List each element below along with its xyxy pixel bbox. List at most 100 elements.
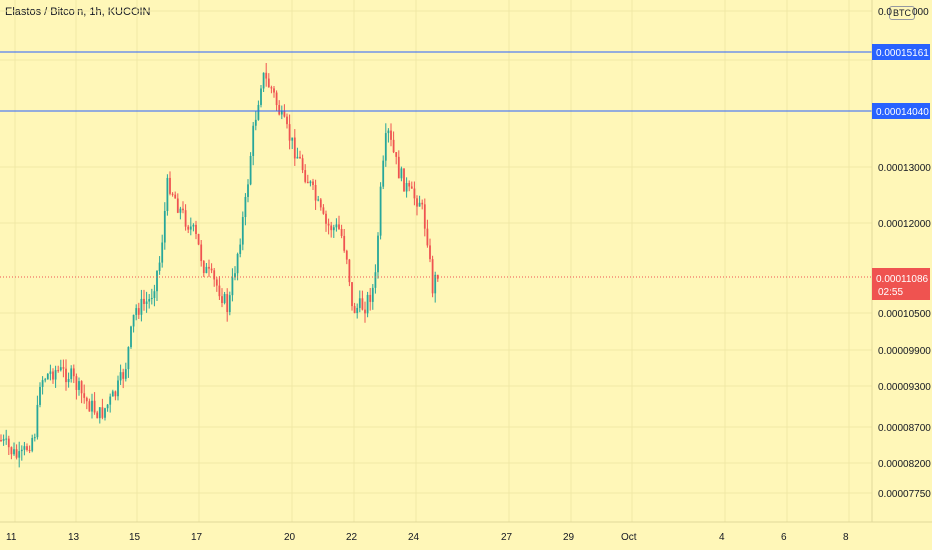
- candle-body: [293, 137, 296, 159]
- candle-body: [228, 295, 231, 313]
- candle-body: [330, 225, 333, 231]
- candle-body: [72, 368, 75, 377]
- time-tick: 22: [346, 532, 358, 543]
- candle-body: [184, 210, 187, 227]
- candle-body: [122, 372, 125, 379]
- candle-body: [358, 298, 361, 308]
- candle-body: [262, 72, 265, 89]
- price-tick: 0.00008700: [878, 423, 931, 434]
- candle-body: [280, 110, 283, 115]
- candle-body: [197, 234, 200, 245]
- candle-body: [119, 372, 122, 381]
- candle-body: [247, 184, 249, 197]
- candle-body: [41, 380, 44, 387]
- candle-body: [317, 199, 320, 201]
- candle-body: [332, 227, 335, 231]
- candle-body: [322, 207, 325, 214]
- candle-body: [371, 287, 374, 302]
- candle-body: [218, 285, 221, 297]
- candle-body: [384, 133, 387, 161]
- candle-body: [140, 298, 143, 315]
- candle-body: [338, 224, 340, 229]
- candle-body: [403, 168, 405, 192]
- price-tick: 0.00010500: [878, 309, 931, 320]
- candle-body: [208, 266, 210, 269]
- candle-body: [366, 294, 369, 314]
- candle-body: [114, 391, 117, 397]
- candle-body: [156, 270, 158, 292]
- candle-body: [327, 223, 330, 226]
- candle-body: [28, 449, 31, 451]
- candle-body: [397, 156, 400, 179]
- candle-body: [163, 210, 166, 243]
- candle-body: [195, 224, 197, 235]
- level-tag-2[interactable]: [872, 103, 930, 119]
- candle-body: [304, 170, 307, 182]
- candle-body: [353, 306, 356, 314]
- candle-body: [13, 449, 15, 455]
- candles: [0, 63, 439, 468]
- candle-body: [278, 105, 281, 115]
- candle-body: [231, 277, 234, 296]
- time-tick: 8: [843, 532, 849, 543]
- candle-body: [59, 367, 62, 371]
- candle-body: [7, 438, 10, 448]
- candle-body: [416, 198, 418, 207]
- candle-body: [275, 92, 278, 106]
- candle-body: [226, 294, 229, 313]
- candle-body: [335, 224, 338, 228]
- candle-body: [345, 250, 348, 260]
- time-tick: 13: [68, 532, 80, 543]
- candle-body: [91, 400, 93, 412]
- candle-body: [179, 208, 182, 213]
- candle-body: [309, 181, 312, 184]
- price-tick-top: 0.0: [878, 7, 892, 18]
- candle-body: [213, 270, 216, 280]
- candle-body: [418, 202, 421, 207]
- candle-body: [166, 177, 169, 211]
- candle-body: [36, 404, 39, 438]
- candle-body: [286, 116, 288, 125]
- candle-body: [356, 307, 359, 314]
- current-price-tag[interactable]: [872, 268, 930, 300]
- candle-body: [267, 78, 270, 88]
- candle-body: [88, 401, 91, 412]
- countdown-label: 02:55: [878, 287, 903, 298]
- candle-body: [62, 367, 65, 369]
- candle-body: [106, 404, 109, 409]
- candle-body: [296, 156, 299, 159]
- time-axis[interactable]: 11 13 15 17 20 22 24 27 29 Oct 4 6 8: [6, 532, 849, 543]
- candle-body: [171, 193, 174, 195]
- candle-body: [265, 72, 268, 79]
- candle-body: [340, 228, 343, 236]
- candle-body: [148, 299, 151, 302]
- symbol-title: Elastos / Bitcoin, 1h, KUCOIN: [5, 6, 151, 18]
- level-tag-1-label: 0.00015161: [876, 48, 929, 59]
- candle-body: [46, 373, 49, 380]
- candle-body: [31, 437, 34, 451]
- level-tag-1[interactable]: [872, 44, 930, 60]
- candle-body: [392, 139, 395, 153]
- candle-body: [434, 274, 437, 294]
- candle-body: [361, 298, 364, 310]
- currency-badge[interactable]: BTC: [889, 6, 915, 20]
- candle-body: [33, 437, 36, 439]
- candle-body: [364, 309, 366, 314]
- chart-grid: [0, 0, 872, 522]
- candle-body: [101, 407, 104, 418]
- candle-body: [39, 386, 41, 405]
- candle-body: [410, 186, 413, 189]
- candle-body: [49, 371, 52, 374]
- time-tick: 6: [781, 532, 787, 543]
- candle-body: [192, 224, 195, 227]
- candle-body: [54, 370, 57, 380]
- candle-body: [15, 449, 18, 458]
- time-tick: 24: [408, 532, 420, 543]
- candle-body: [80, 381, 83, 394]
- candle-body: [223, 294, 226, 304]
- candle-body: [421, 202, 424, 205]
- candle-body: [306, 181, 309, 184]
- price-tick: 0.00013000: [878, 163, 931, 174]
